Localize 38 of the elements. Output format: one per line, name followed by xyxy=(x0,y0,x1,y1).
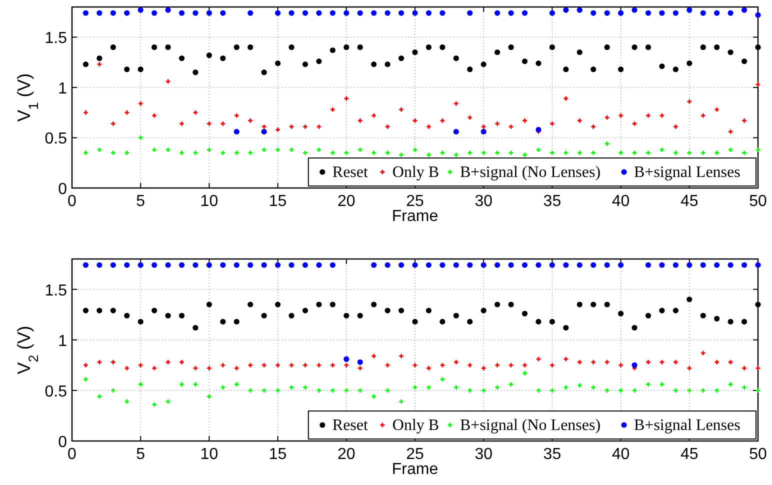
x-axis-title: Frame xyxy=(392,461,438,478)
x-tick-label: 25 xyxy=(406,446,424,463)
y-tick-label: 0 xyxy=(58,181,68,198)
legend-label: B+signal Lenses xyxy=(634,417,740,434)
x-tick-label: 50 xyxy=(749,446,767,463)
x-tick-label: 5 xyxy=(136,446,146,463)
x-tick-label: 15 xyxy=(268,193,287,210)
x-tick-label: 40 xyxy=(612,193,630,210)
y-tick-label: 1.5 xyxy=(44,282,68,300)
legend-label: B+signal (No Lenses) xyxy=(460,417,601,434)
x-axis-title: Frame xyxy=(392,208,438,225)
y-tick-label: 1 xyxy=(58,332,68,350)
y-tick-label: 1 xyxy=(58,80,68,98)
legend-label: B+signal (No Lenses) xyxy=(460,164,601,181)
y-tick-label: 1.5 xyxy=(44,30,68,48)
x-tick-label: 5 xyxy=(136,193,146,210)
x-tick-label: 40 xyxy=(612,446,630,463)
legend-label: Only B xyxy=(392,164,440,181)
x-tick-label: 30 xyxy=(474,193,493,210)
legend-label: Reset xyxy=(332,164,368,181)
x-tick-label: 25 xyxy=(406,193,424,210)
x-tick-label: 35 xyxy=(543,193,562,210)
x-tick-label: 20 xyxy=(338,193,356,210)
x-tick-label: 45 xyxy=(680,446,698,463)
y-tick-label: 0.5 xyxy=(44,130,68,148)
x-tick-label: 15 xyxy=(268,446,287,463)
legend-label: B+signal Lenses xyxy=(634,164,740,181)
x-tick-label: 45 xyxy=(680,193,698,210)
x-tick-label: 10 xyxy=(200,193,218,210)
x-tick-label: 20 xyxy=(338,446,356,463)
x-tick-label: 50 xyxy=(749,193,767,210)
legend-label: Reset xyxy=(332,417,368,434)
y-tick-label: 0.5 xyxy=(44,383,68,400)
y-tick-label: 0 xyxy=(58,434,68,451)
x-tick-label: 30 xyxy=(474,446,493,463)
x-tick-label: 10 xyxy=(200,446,218,463)
x-tick-label: 35 xyxy=(543,446,562,463)
legend-label: Only B xyxy=(392,417,440,434)
